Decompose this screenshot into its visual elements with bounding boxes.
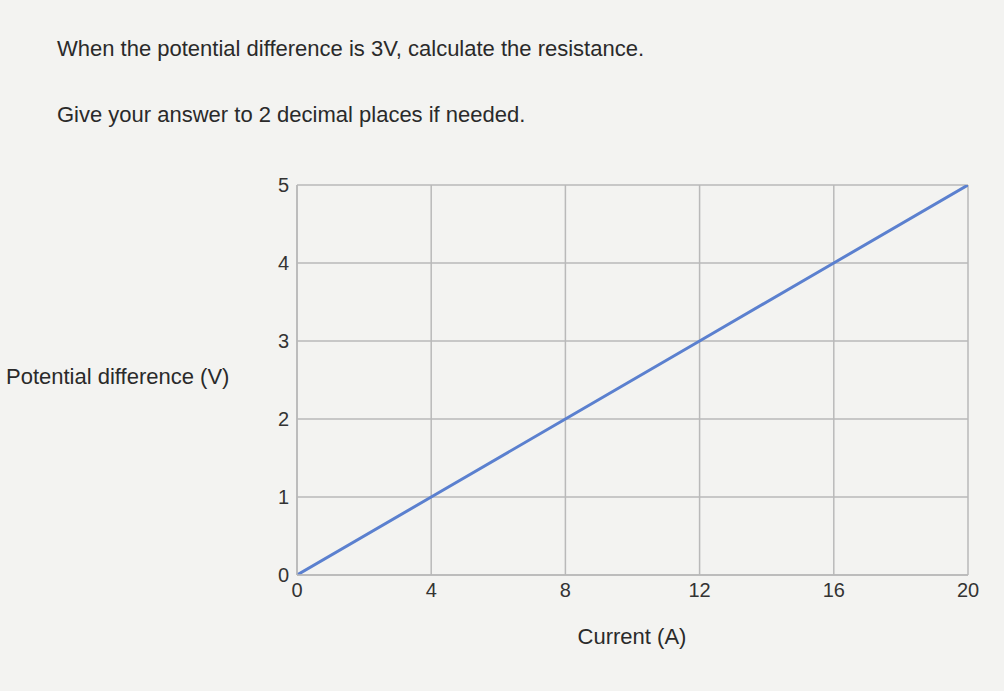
svg-text:0: 0	[278, 564, 289, 586]
svg-text:2: 2	[278, 408, 289, 430]
svg-text:4: 4	[426, 579, 437, 601]
svg-text:12: 12	[688, 579, 710, 601]
svg-text:3: 3	[278, 330, 289, 352]
svg-text:0: 0	[291, 579, 302, 601]
html-text:Give your answer to 2 decimal: Give your answer to 2 decimal places if …	[57, 102, 526, 127]
svg-text:16: 16	[823, 579, 845, 601]
html-text:Potential difference (V): Potential difference (V)	[6, 364, 230, 389]
html-text:Current (A): Current (A)	[577, 624, 687, 649]
svg-text:20: 20	[957, 579, 979, 601]
html-text:When the potential difference: When the potential difference is 3V, cal…	[57, 36, 644, 61]
svg-text:4: 4	[278, 252, 289, 274]
svg-text:5: 5	[278, 174, 289, 196]
svg-text:1: 1	[278, 486, 289, 508]
svg-text:8: 8	[560, 579, 571, 601]
